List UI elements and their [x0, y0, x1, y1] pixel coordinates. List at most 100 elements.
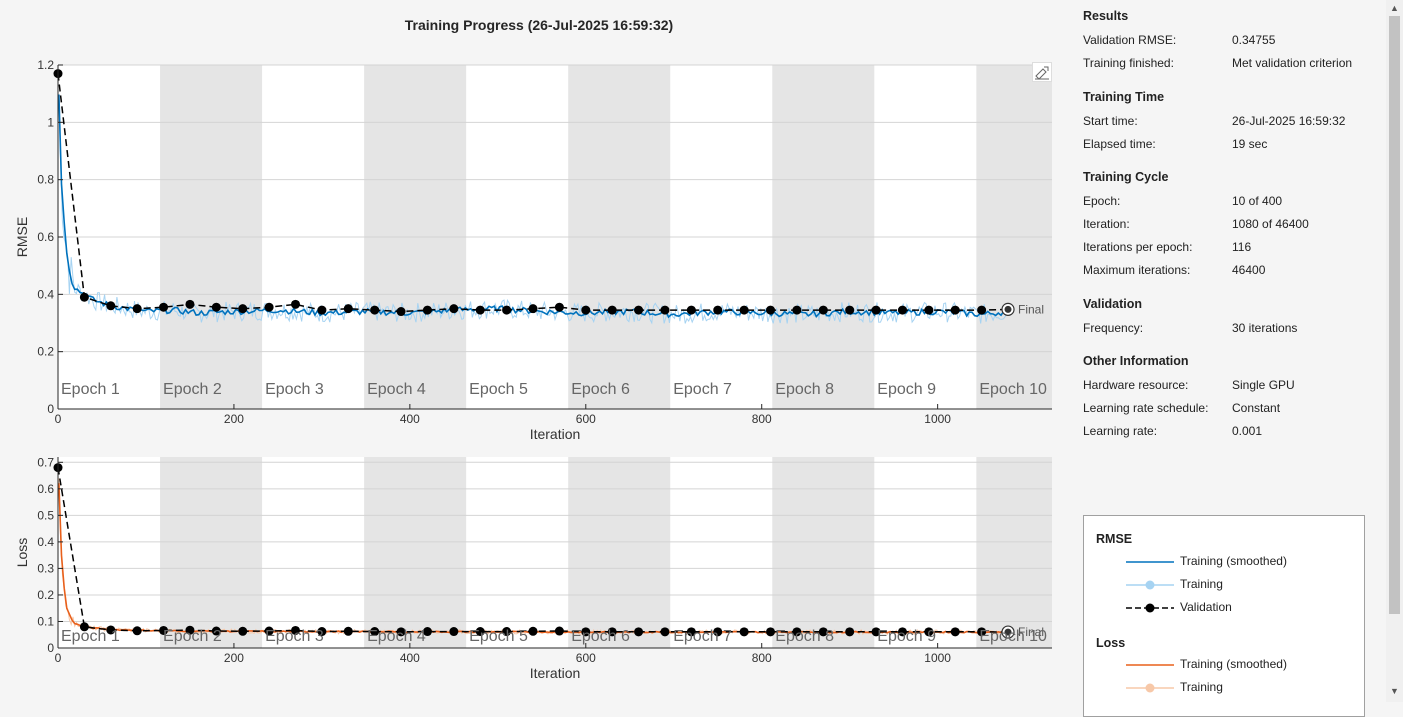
- iteration-value: 1080 of 46400: [1232, 217, 1309, 231]
- results-heading: Results: [1083, 9, 1129, 23]
- legend-item: Validation: [1126, 600, 1356, 616]
- scroll-down-icon[interactable]: ▼: [1390, 686, 1399, 696]
- legend-label: Training: [1180, 680, 1223, 694]
- validation-point: [845, 627, 855, 637]
- info-label: Hardware resource:: [1083, 378, 1189, 392]
- x-tick-label: 0: [55, 412, 62, 426]
- validation-point: [581, 627, 591, 637]
- validation-point: [818, 305, 828, 315]
- final-label: Final: [1018, 302, 1044, 316]
- validation-point: [766, 305, 776, 315]
- legend: RMSE Training (smoothed) Training Valida…: [1083, 515, 1365, 717]
- validation-point: [686, 627, 696, 637]
- iterations-per-epoch-value: 116: [1232, 240, 1252, 254]
- validation-point: [343, 626, 353, 636]
- legend-line-validation: [1126, 603, 1174, 613]
- learning-rate-schedule-value: Constant: [1232, 401, 1281, 415]
- validation-point: [766, 627, 776, 637]
- x-tick-label: 200: [224, 651, 244, 665]
- y-tick-label: 0: [47, 641, 54, 655]
- validation-point: [475, 305, 485, 315]
- validation-point: [317, 627, 327, 637]
- legend-item: Training: [1126, 577, 1356, 593]
- epoch-label: Epoch 10: [979, 628, 1047, 645]
- x-tick-label: 1000: [924, 412, 951, 426]
- epoch-label: Epoch 10: [979, 381, 1047, 398]
- export-icon: [1035, 66, 1049, 80]
- validation-point: [792, 305, 802, 315]
- validation-point: [871, 627, 881, 637]
- legend-label: Training (smoothed): [1180, 554, 1287, 568]
- legend-line-loss-training: [1126, 683, 1174, 693]
- info-label: Learning rate schedule:: [1083, 401, 1209, 415]
- y-tick-label: 0.6: [37, 482, 54, 496]
- x-tick-label: 600: [576, 412, 596, 426]
- frequency-value: 30 iterations: [1232, 321, 1298, 335]
- validation-point: [634, 305, 644, 315]
- info-label: Iteration:: [1083, 217, 1130, 231]
- validation-point: [845, 305, 855, 315]
- validation-point: [343, 304, 353, 314]
- validation-point: [818, 627, 828, 637]
- validation-point: [449, 627, 459, 637]
- scroll-up-icon[interactable]: ▲: [1390, 3, 1399, 13]
- validation-point: [422, 627, 432, 637]
- validation-point: [713, 627, 723, 637]
- y-tick-label: 0.4: [37, 287, 54, 301]
- epoch-label: Epoch 2: [163, 381, 222, 398]
- y-axis-label: Loss: [14, 538, 30, 568]
- x-tick-label: 600: [576, 651, 596, 665]
- training-cycle-heading: Training Cycle: [1083, 170, 1169, 184]
- validation-point: [713, 305, 723, 315]
- epoch-label: Epoch 4: [367, 628, 426, 645]
- validation-point: [238, 626, 248, 636]
- validation-point: [475, 627, 485, 637]
- maximum-iterations-value: 46400: [1232, 263, 1266, 277]
- validation-point: [185, 625, 195, 635]
- info-label: Maximum iterations:: [1083, 263, 1191, 277]
- epoch-label: Epoch 8: [775, 381, 834, 398]
- legend-item: Training: [1126, 680, 1356, 696]
- learning-rate-value: 0.001: [1232, 424, 1263, 438]
- epoch-label: Epoch 4: [367, 381, 426, 398]
- validation-point: [924, 627, 934, 637]
- epoch-label: Epoch 9: [877, 628, 936, 645]
- epoch-band: [568, 457, 671, 648]
- x-tick-label: 800: [752, 412, 772, 426]
- info-label: Start time:: [1083, 114, 1138, 128]
- epoch-label: Epoch 1: [61, 381, 120, 398]
- epoch-label: Epoch 9: [877, 381, 936, 398]
- validation-point: [924, 305, 934, 315]
- y-axis-label: RMSE: [14, 217, 30, 257]
- validation-point: [264, 626, 274, 636]
- epoch-value: 10 of 400: [1232, 194, 1283, 208]
- y-tick-label: 0.6: [37, 230, 54, 244]
- epoch-label: Epoch 3: [265, 381, 324, 398]
- y-tick-label: 0.4: [37, 535, 54, 549]
- validation-point: [291, 299, 301, 309]
- validation-point: [607, 305, 617, 315]
- info-label: Training finished:: [1083, 56, 1174, 70]
- legend-label: Training (smoothed): [1180, 657, 1287, 671]
- y-tick-label: 0.3: [37, 561, 54, 575]
- epoch-label: Epoch 1: [61, 628, 120, 645]
- validation-point: [897, 627, 907, 637]
- validation-point: [871, 305, 881, 315]
- validation-point: [792, 627, 802, 637]
- x-tick-label: 1000: [924, 651, 951, 665]
- info-label: Iterations per epoch:: [1083, 240, 1193, 254]
- validation-point: [238, 304, 248, 314]
- epoch-label: Epoch 6: [571, 628, 630, 645]
- validation-heading: Validation: [1083, 297, 1143, 311]
- validation-point: [106, 625, 116, 635]
- vertical-scrollbar[interactable]: ▲ ▼: [1386, 0, 1403, 702]
- scroll-thumb[interactable]: [1389, 16, 1400, 614]
- epoch-label: Epoch 5: [469, 628, 528, 645]
- legend-line-rmse-smoothed: [1126, 561, 1174, 563]
- validation-point: [897, 305, 907, 315]
- y-tick-label: 0.2: [37, 345, 54, 359]
- validation-point: [185, 299, 195, 309]
- plot-title: Training Progress (26-Jul-2025 16:59:32): [404, 17, 674, 33]
- validation-point: [370, 305, 380, 315]
- export-button[interactable]: [1032, 62, 1052, 82]
